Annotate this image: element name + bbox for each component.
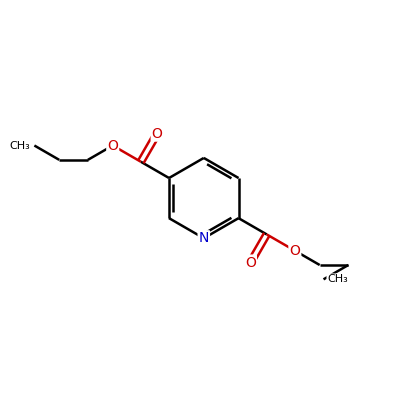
Text: O: O	[245, 256, 256, 270]
Text: CH₃: CH₃	[10, 140, 30, 150]
Text: O: O	[290, 244, 300, 258]
Text: CH₃: CH₃	[327, 274, 348, 284]
Text: N: N	[199, 231, 209, 245]
Text: O: O	[107, 138, 118, 152]
Text: O: O	[152, 127, 162, 141]
